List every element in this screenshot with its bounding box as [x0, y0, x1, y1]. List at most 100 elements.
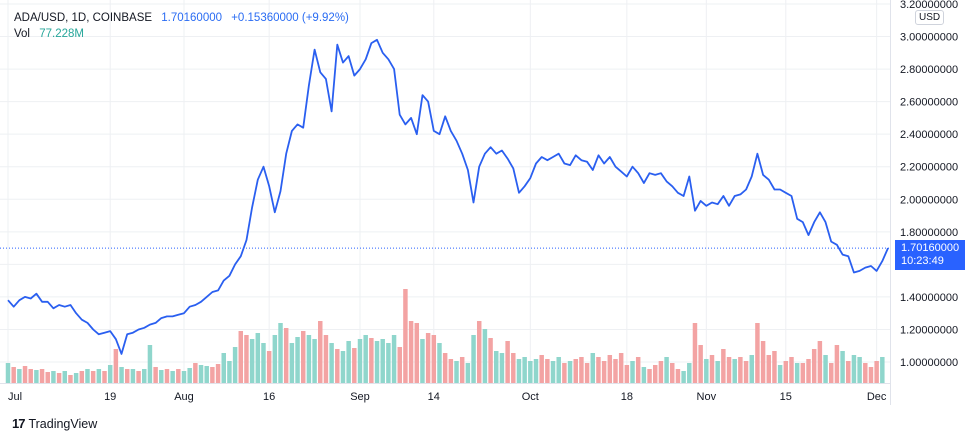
volume-bar — [238, 331, 244, 383]
price-tick-label: 2.60000000 — [900, 97, 958, 109]
volume-bar — [789, 357, 794, 383]
volume-bar — [204, 366, 209, 383]
volume-bar — [618, 353, 624, 383]
legend-volume-row: Vol 77.228M — [14, 26, 355, 42]
volume-bar — [465, 363, 471, 383]
volume-bar — [760, 341, 766, 383]
volume-bar — [522, 357, 527, 383]
tradingview-name: TradingView — [28, 416, 98, 431]
volume-bar — [658, 361, 664, 383]
volume-bar — [68, 375, 73, 383]
price-tick-label: 2.40000000 — [900, 129, 958, 141]
volume-bar — [573, 359, 578, 383]
volume-bar — [397, 347, 402, 383]
volume-bar — [22, 366, 28, 383]
volume-bar — [147, 345, 153, 383]
volume-bar — [102, 371, 107, 383]
legend-change: +0.15360000 (+9.92%) — [231, 12, 349, 24]
volume-bar — [874, 361, 879, 383]
volume-bar — [210, 367, 215, 383]
volume-bar — [329, 343, 334, 383]
volume-bar — [130, 369, 136, 383]
volume-bar — [738, 357, 743, 383]
volume-bar — [454, 361, 459, 383]
price-tick-label: 3.00000000 — [900, 32, 958, 44]
price-tick-label: 1.40000000 — [900, 292, 958, 304]
volume-bar — [630, 361, 635, 383]
volume-bar — [505, 341, 510, 383]
volume-bar — [278, 323, 283, 383]
volume-bar — [51, 371, 56, 383]
volume-bar — [283, 328, 289, 383]
volume-bar — [811, 349, 817, 383]
volume-bar — [176, 369, 181, 383]
volume-bar — [62, 371, 68, 383]
volume-bar — [681, 371, 686, 383]
volume-bar — [613, 359, 618, 383]
volume-bar — [709, 355, 715, 383]
volume-bar — [562, 363, 567, 383]
volume-bar — [607, 355, 613, 383]
volume-bar — [670, 363, 675, 383]
volume-bar — [403, 289, 408, 383]
volume-bar — [221, 353, 226, 383]
volume-bar — [635, 357, 641, 383]
volume-bar — [721, 349, 726, 383]
volume-bar — [823, 355, 828, 383]
volume-bar — [482, 329, 488, 383]
volume-bar — [834, 345, 840, 383]
volume-bar — [755, 323, 760, 383]
volume-bar — [249, 339, 255, 383]
volume-bar — [715, 361, 720, 383]
volume-bar — [181, 371, 187, 383]
volume-bar — [794, 363, 800, 383]
legend-symbol-row: ADA/USD, 1D, COINBASE 1.70160000 +0.1536… — [14, 10, 355, 26]
volume-bar — [545, 359, 550, 383]
volume-bar — [289, 343, 295, 383]
tradingview-branding[interactable]: 17 TradingView — [12, 416, 97, 431]
volume-bar — [539, 355, 544, 383]
currency-label[interactable]: USD — [915, 10, 945, 25]
volume-bar — [596, 357, 601, 383]
chart-legend: ADA/USD, 1D, COINBASE 1.70160000 +0.1536… — [14, 10, 355, 42]
volume-bar — [749, 355, 754, 383]
volume-bar — [550, 361, 556, 383]
time-tick-label: Aug — [174, 391, 194, 403]
price-tick-label: 1.80000000 — [900, 227, 958, 239]
volume-bar — [295, 337, 300, 383]
volume-bar — [726, 357, 732, 383]
volume-bar — [96, 369, 102, 383]
volume-bar — [107, 365, 113, 383]
bar-countdown: 10:23:49 — [901, 255, 944, 268]
volume-bar — [312, 339, 317, 383]
last-price-badge: 1.70160000 10:23:49 — [895, 240, 965, 271]
volume-bar — [687, 363, 692, 383]
volume-bar — [11, 367, 16, 383]
volume-bar — [300, 331, 306, 383]
legend-symbol[interactable]: ADA/USD, 1D, COINBASE — [14, 12, 153, 24]
volume-bar — [266, 351, 272, 383]
time-tick-label: 19 — [104, 391, 116, 403]
last-price-value: 1.70160000 — [901, 242, 960, 255]
volume-bar — [800, 363, 806, 383]
volume-bar — [488, 338, 493, 383]
price-line — [7, 38, 889, 355]
volume-bar — [414, 323, 420, 383]
volume-bar — [261, 343, 266, 383]
volume-bar — [255, 333, 261, 383]
volume-bar — [369, 338, 374, 383]
volume-bar — [652, 365, 658, 383]
time-axis[interactable]: Jul 19 Aug 16 Sep 14 Oct 18 Nov 15 Dec — [8, 391, 887, 403]
volume-bar — [471, 335, 476, 383]
price-tick-label: 3.20000000 — [900, 0, 958, 11]
volume-bar — [499, 353, 505, 383]
legend-price: 1.70160000 — [161, 12, 223, 24]
volume-bar — [601, 361, 607, 383]
volume-bar — [380, 339, 385, 383]
price-axis[interactable]: 3.20000000 3.00000000 2.80000000 2.60000000… — [900, 0, 958, 369]
volume-bar — [159, 370, 164, 383]
legend-volume-label[interactable]: Vol — [14, 28, 30, 40]
legend-volume-value: 77.228M — [39, 28, 84, 40]
price-line-layer — [7, 38, 889, 355]
time-tick-label: 16 — [263, 391, 275, 403]
